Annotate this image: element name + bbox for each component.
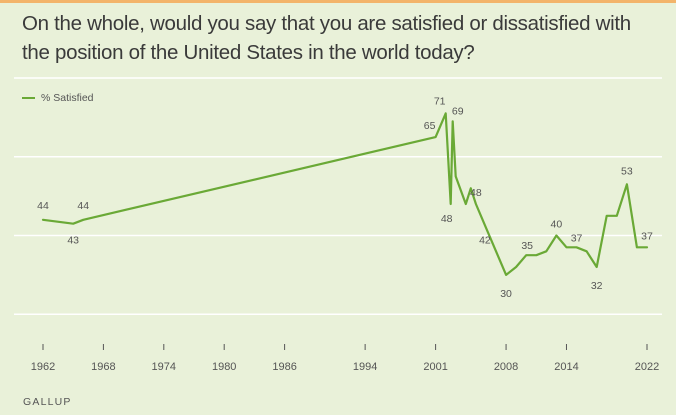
x-tick-label: 2014 <box>554 361 578 373</box>
data-label: 65 <box>424 120 436 132</box>
chart-title: On the whole, would you say that you are… <box>22 12 631 64</box>
data-label: 37 <box>571 232 583 244</box>
data-label: 48 <box>441 213 453 225</box>
x-tick-label: 1974 <box>152 361 176 373</box>
series-lines <box>41 112 649 276</box>
x-tick-label: 1980 <box>212 361 236 373</box>
gallup-footer: GALLUP <box>23 396 72 408</box>
data-label: 32 <box>591 280 603 292</box>
data-label: 44 <box>37 200 49 212</box>
x-tick-label: 2001 <box>423 361 447 373</box>
data-label: 37 <box>641 230 653 242</box>
x-tick-label: 1994 <box>353 361 377 373</box>
chart-legend: % Satisfied <box>22 92 94 104</box>
x-axis-ticks: 1962 1968 1974 1980 1986 1994 2001 2008 2014 2022 <box>31 344 659 373</box>
data-label: 44 <box>77 200 89 212</box>
data-label: 35 <box>521 240 533 252</box>
data-label: 43 <box>67 235 79 247</box>
legend-label: % Satisfied <box>41 92 94 104</box>
series-line-satisfied <box>41 112 649 276</box>
gridlines <box>14 77 662 316</box>
x-tick-label: 1986 <box>272 361 296 373</box>
line-chart: 1962 1968 1974 1980 1986 1994 2001 2008 2014 2022… <box>14 77 662 373</box>
data-label: 42 <box>479 235 491 247</box>
x-tick-label: 1962 <box>31 361 55 373</box>
data-label: 71 <box>434 95 446 107</box>
x-tick-label: 1968 <box>91 361 115 373</box>
data-label: 30 <box>500 288 512 300</box>
data-label: 53 <box>621 165 633 177</box>
x-tick-label: 2008 <box>494 361 518 373</box>
data-label: 69 <box>452 105 464 117</box>
x-tick-label: 2022 <box>635 361 659 373</box>
data-label: 40 <box>551 219 563 231</box>
data-label: 48 <box>470 187 482 199</box>
legend-swatch <box>22 96 35 100</box>
data-labels: 44 43 44 65 71 69 48 48 42 30 35 40 37 32 53 37 <box>37 95 653 299</box>
